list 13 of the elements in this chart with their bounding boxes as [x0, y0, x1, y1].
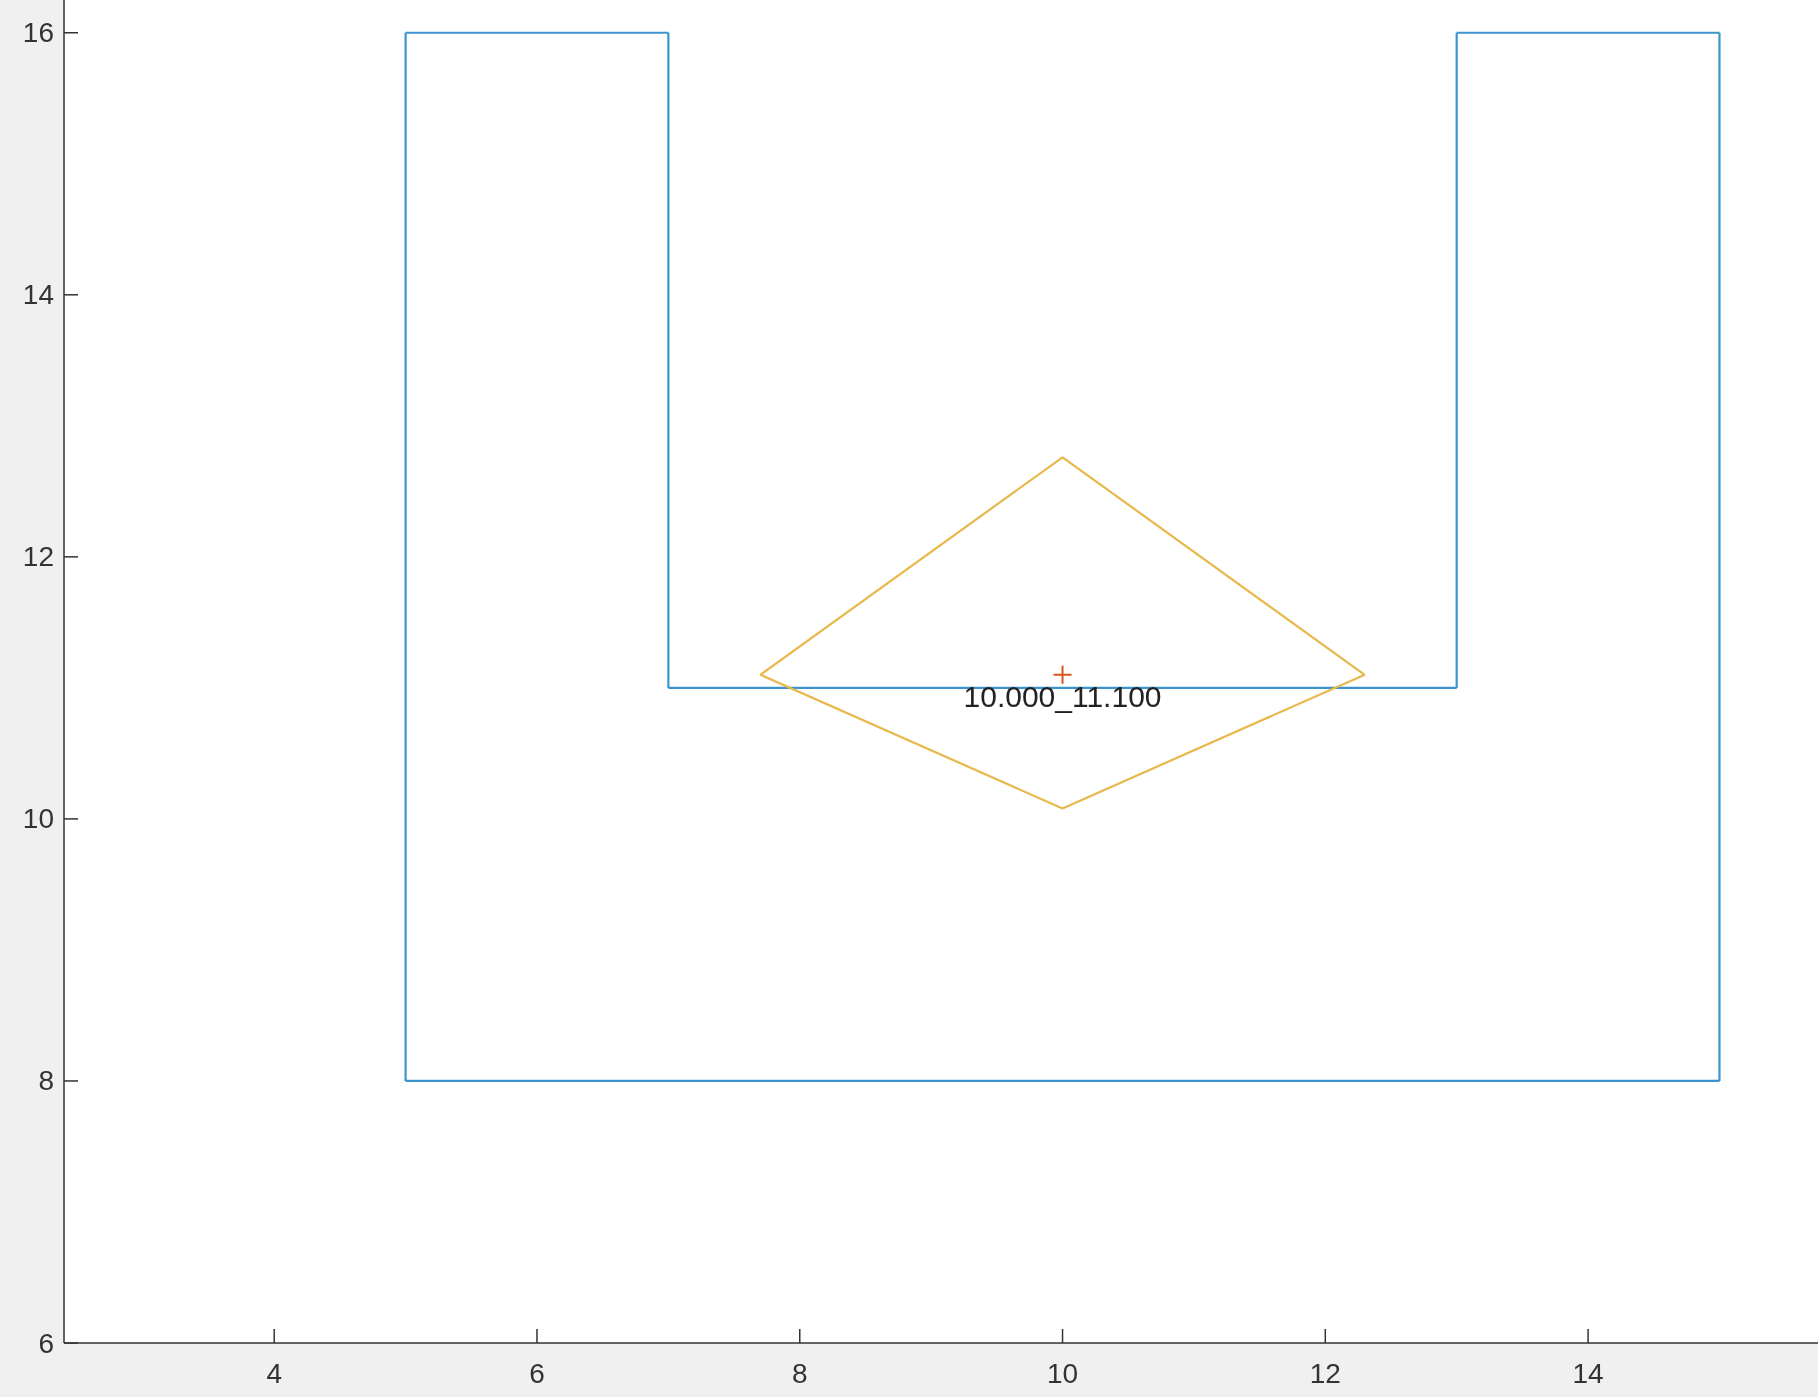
x-tick-label: 10 [1046, 1358, 1079, 1389]
y-tick-label: 6 [38, 1327, 54, 1359]
y-tick-label: 12 [22, 541, 54, 573]
y-tick-label: 16 [22, 17, 54, 49]
y-tick-label: 14 [22, 279, 54, 311]
y-tick-label: 10 [22, 803, 54, 835]
x-tick-label: 14 [1572, 1358, 1604, 1389]
x-tick-label: 12 [1309, 1358, 1341, 1389]
x-tick-label: 4 [266, 1358, 283, 1389]
annotation: 10.000_11.100 [963, 679, 1162, 713]
y-tick-label: 8 [38, 1065, 54, 1097]
x-tick-label: 6 [529, 1358, 545, 1389]
x-tick-label: 8 [791, 1358, 808, 1389]
